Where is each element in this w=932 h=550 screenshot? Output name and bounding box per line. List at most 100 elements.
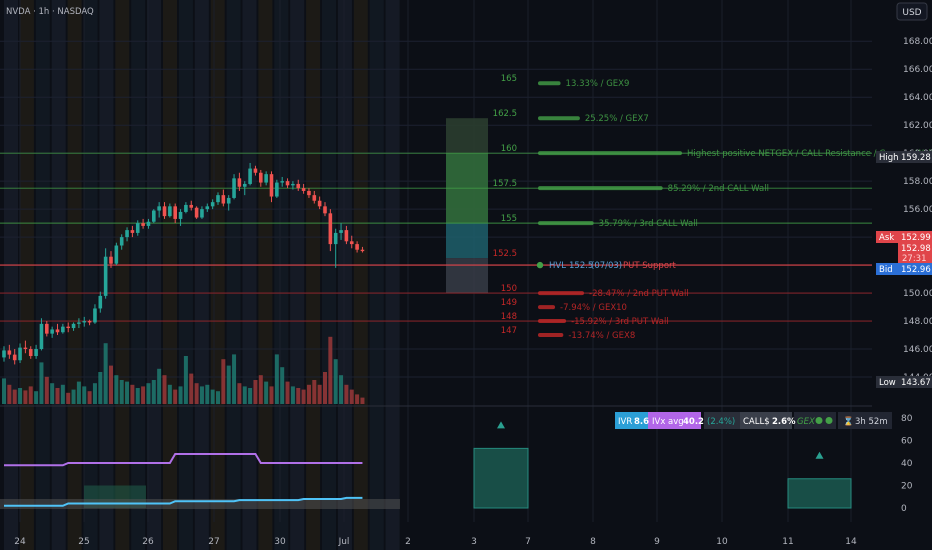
gex-level-label: 35.79% / 3rd CALL Wall [599,219,698,229]
volume-bar [55,388,60,404]
candle-body [55,329,60,333]
candle-body [210,202,215,207]
gex-bar [538,116,580,121]
volume-bar [92,383,97,404]
session-band [35,0,50,550]
forecast-arrow-icon [815,451,824,459]
volume-bar [323,372,327,404]
price-axis[interactable]: 168.00166.00164.00162.00160.00158.00156.… [903,37,932,383]
ivx-value: 40.2 [683,417,704,427]
candle-body [119,237,124,246]
candle-body [264,174,268,183]
timer-chip [838,412,892,429]
indicator-tick-label: 0 [901,504,907,514]
session-band [226,0,241,550]
candle-body [162,206,167,217]
strike-label: 155 [501,214,517,224]
gex-bar [538,81,561,86]
price-tick-label: 164.00 [903,93,932,103]
forecast-zone [446,118,488,294]
calls-chip [740,412,792,429]
hvl-zone-fill [446,223,488,259]
session-band [337,0,352,550]
candle-body [221,195,226,204]
session-band [67,0,82,550]
candle-body [71,323,76,329]
volume-bar [23,390,28,404]
session-band [83,0,98,550]
volume-bar [60,384,65,404]
gex-chip [794,412,836,429]
session-band [19,0,34,550]
gex-dot-icon [825,417,833,424]
candle-body [114,245,119,264]
date-tick-label: 3 [471,537,477,547]
high-tag-label: High [879,153,899,163]
date-tick-label: 14 [845,537,857,547]
candle-body [141,223,145,226]
date-tick-label: 10 [716,537,728,547]
candle-body [125,230,129,238]
gex-bar [538,319,567,324]
candle-body [34,349,38,357]
strike-label: 150 [501,284,517,294]
session-band [210,0,225,550]
candle-body [269,174,274,197]
candle-body [296,183,301,189]
candle-body [152,210,156,222]
candle-body [333,232,338,245]
date-axis[interactable]: 24 25 26 27 30 Jul 2 3 7 8 9 10 11 14 [14,537,857,547]
strike-label: 157.5 [493,179,517,189]
hvl-value: 152.5 [569,261,593,271]
currency-button[interactable]: USD [896,2,928,21]
calls-value: 2.6% [772,417,796,427]
calls-label: CALL$ [743,417,770,427]
volume-bar [285,381,290,404]
volume-bar [141,386,146,404]
volume-bar [50,383,55,404]
bid-tag-value: 152.96 [901,265,931,275]
volume-bar [237,383,242,404]
low-tag-bg [898,376,932,388]
low-tag-label-bg [876,376,898,388]
candle-body [291,183,295,186]
date-tick-label: 8 [590,537,596,547]
candle-body [301,188,306,191]
volume-bar [130,384,135,404]
session-bands [4,0,400,550]
session-band [178,0,193,550]
candle-body [323,206,327,214]
forecast-box [473,447,529,509]
price-tick-label: 148.00 [903,317,932,327]
candle-body [349,241,354,245]
volume-bar [183,356,188,404]
volume-bar [34,391,39,404]
volume-bar [119,380,124,404]
session-band [131,0,146,550]
volume-bar [274,354,279,404]
volume-bar [344,384,349,404]
gex-level-label: 13.33% / GEX9 [566,79,630,89]
candle-body [168,206,172,217]
candle-body [242,183,247,187]
candle-body [45,323,49,334]
candlesticks [2,162,365,365]
volume-bar [66,392,71,404]
candle-body [184,204,188,212]
candle-body [178,211,183,219]
candle-body [93,308,97,323]
candle-body [237,178,242,187]
ivx-label: IVx avg [652,417,684,427]
volume-bar [242,386,247,404]
candle-body [23,347,28,350]
ivr-line [4,496,363,507]
volume-bar [44,376,49,404]
session-band [51,0,66,550]
candle-body [355,244,359,250]
volume-bar [306,384,311,404]
gex-bar [538,186,663,191]
volume-bar [167,384,172,404]
strike-label: 162.5 [493,109,517,119]
volume-bar [339,375,344,404]
